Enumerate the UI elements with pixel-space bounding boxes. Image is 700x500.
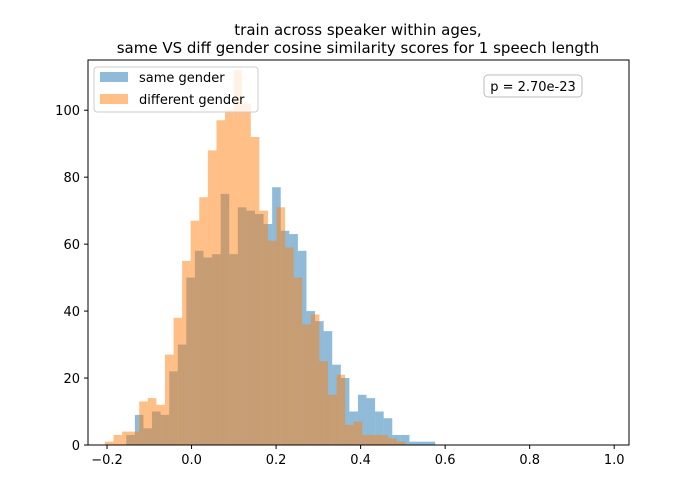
different-gender-bar xyxy=(370,434,380,445)
legend-label-different-gender: different gender xyxy=(139,93,245,108)
same-gender-bar xyxy=(134,414,144,445)
different-gender-bar xyxy=(190,220,200,445)
legend-swatch-same-gender xyxy=(100,72,128,82)
x-tick-label: 1.0 xyxy=(604,453,625,468)
y-tick-label: 0 xyxy=(72,439,80,454)
legend-swatch-different-gender xyxy=(100,94,128,104)
same-gender-bar xyxy=(375,411,384,445)
x-tick-label: 0.0 xyxy=(181,453,202,468)
different-gender-bar xyxy=(336,374,346,445)
y-axis: 0 20 40 60 80 100 xyxy=(55,104,88,454)
annotation-text: p = 2.70e-23 xyxy=(490,80,576,95)
different-gender-bar xyxy=(310,314,320,445)
different-gender-bar xyxy=(259,210,268,445)
different-gender-bar xyxy=(113,434,123,445)
different-gender-bar xyxy=(302,324,311,445)
legend-box xyxy=(93,66,259,113)
same-gender-bar xyxy=(400,434,410,445)
different-gender-bars xyxy=(104,70,406,446)
different-gender-bar xyxy=(267,240,277,445)
different-gender-bar xyxy=(122,431,131,445)
chart-title-line1: train across speaker within ages, xyxy=(234,21,481,39)
x-tick-label: 0.4 xyxy=(350,453,371,468)
legend: same gender different gender xyxy=(93,66,259,113)
x-tick-label: 0.6 xyxy=(435,453,456,468)
legend-label-same-gender: same gender xyxy=(139,71,225,86)
different-gender-bar xyxy=(104,441,114,445)
different-gender-bar xyxy=(388,438,397,445)
p-value-annotation: p = 2.70e-23 xyxy=(483,74,583,98)
different-gender-bar xyxy=(182,260,191,445)
different-gender-bar xyxy=(164,354,174,445)
different-gender-bar xyxy=(173,317,183,445)
different-gender-bar xyxy=(362,434,371,445)
same-gender-bar xyxy=(418,441,427,445)
y-tick-label: 100 xyxy=(55,104,80,119)
different-gender-bar xyxy=(199,197,208,445)
different-gender-bar xyxy=(285,247,294,445)
different-gender-bar xyxy=(327,394,337,445)
different-gender-bar xyxy=(242,103,251,446)
same-gender-bar xyxy=(383,418,393,445)
x-tick-label: 0.8 xyxy=(519,453,540,468)
different-gender-bar xyxy=(250,137,260,445)
chart-title-line2: same VS diff gender cosine similarity sc… xyxy=(117,39,600,57)
different-gender-bar xyxy=(130,431,140,445)
x-axis: −0.2 0.0 0.2 0.4 0.6 0.8 1.0 xyxy=(91,445,625,468)
same-gender-bar xyxy=(357,394,367,445)
different-gender-bar xyxy=(207,150,217,445)
same-gender-bar xyxy=(409,441,419,445)
x-tick-label: −0.2 xyxy=(91,453,123,468)
different-gender-bar xyxy=(156,404,165,445)
different-gender-bar xyxy=(225,110,234,445)
different-gender-bar xyxy=(379,434,389,445)
different-gender-bar xyxy=(216,120,226,445)
different-gender-bar xyxy=(147,398,157,445)
different-gender-bar xyxy=(345,424,354,445)
y-tick-label: 80 xyxy=(63,171,80,186)
different-gender-bar xyxy=(139,401,148,445)
different-gender-bar xyxy=(293,277,303,445)
different-gender-bar xyxy=(276,207,286,445)
same-gender-bar xyxy=(426,441,436,445)
x-tick-label: 0.2 xyxy=(266,453,287,468)
annotation-box xyxy=(483,74,583,98)
different-gender-bar xyxy=(396,441,406,445)
different-gender-bar xyxy=(233,70,243,445)
y-tick-label: 20 xyxy=(63,372,80,387)
same-gender-bar xyxy=(366,398,376,445)
plot-frame xyxy=(87,59,630,446)
different-gender-bar xyxy=(319,361,328,445)
different-gender-bar xyxy=(353,421,363,445)
y-tick-label: 40 xyxy=(63,305,80,320)
y-tick-label: 60 xyxy=(63,238,80,253)
